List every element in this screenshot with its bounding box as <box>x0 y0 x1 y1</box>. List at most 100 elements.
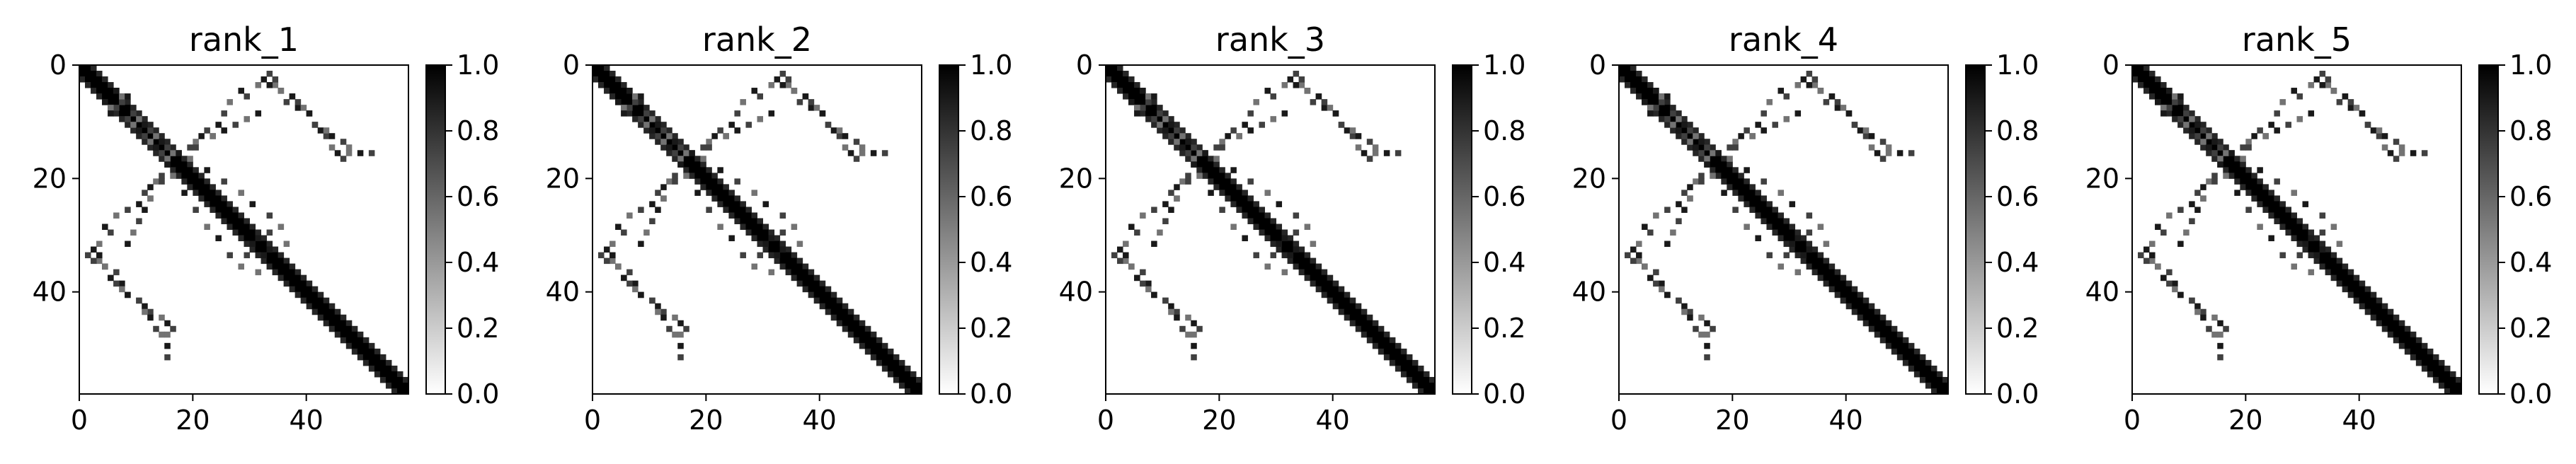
contact-cell <box>1128 99 1135 105</box>
contact-cell <box>660 127 667 134</box>
diagonal-cell <box>2228 167 2235 173</box>
contact-cell <box>1230 224 1237 230</box>
diagonal-cell <box>1253 201 1259 207</box>
contact-cell <box>1123 252 1129 259</box>
diagonal-cell <box>2381 325 2388 332</box>
contact-cell <box>153 325 159 332</box>
contact-cell <box>808 105 815 111</box>
diagonal-cell <box>1659 110 1665 117</box>
contact-cell <box>672 139 678 145</box>
contact-cell <box>2347 105 2354 111</box>
contact-cell <box>1761 178 1767 185</box>
diagonal-cell <box>694 167 701 173</box>
diagonal-cell <box>351 337 358 344</box>
diagonal-cell <box>272 269 279 276</box>
diagonal-cell <box>170 144 176 151</box>
diagonal-cell <box>1823 274 1830 282</box>
diagonal-cell <box>1304 263 1311 270</box>
contact-cell <box>249 240 256 248</box>
diagonal-cell <box>2325 269 2332 276</box>
diagonal-cell <box>876 342 883 349</box>
y-tick-label: 0 <box>50 50 67 81</box>
contact-cell <box>1349 133 1356 139</box>
diagonal-cell <box>1332 303 1339 310</box>
diagonal-cell <box>294 280 302 287</box>
diagonal-cell <box>204 190 210 196</box>
diagonal-cell <box>2325 246 2332 253</box>
diagonal-cell <box>102 82 108 88</box>
plot-frame <box>1618 64 1949 395</box>
diagonal-cell <box>2132 65 2139 71</box>
diagonal-cell <box>802 280 809 287</box>
diagonal-cell <box>2325 252 2332 259</box>
diagonal-cell <box>204 195 210 202</box>
colorbar-tick-label: 0.4 <box>2509 247 2552 278</box>
diagonal-cell <box>1772 224 1778 230</box>
contact-cell <box>1834 99 1841 105</box>
contact-cell <box>283 240 290 248</box>
contact-cell <box>215 235 222 242</box>
contact-cell <box>632 93 639 100</box>
contact-cell <box>621 105 627 111</box>
contact-cell <box>119 280 125 287</box>
diagonal-cell <box>593 65 599 71</box>
contact-cell <box>227 99 233 105</box>
y-tick-label: 40 <box>1572 277 1606 308</box>
diagonal-cell <box>904 376 911 383</box>
diagonal-cell <box>672 144 678 151</box>
diagonal-cell <box>2421 365 2428 372</box>
diagonal-cell <box>825 286 832 293</box>
diagonal-cell <box>1936 388 1943 395</box>
colorbar-tick-label: 1.0 <box>1483 50 1525 81</box>
diagonal-cell <box>300 274 307 282</box>
diagonal-cell <box>1659 105 1665 111</box>
contact-cell <box>1698 314 1705 321</box>
diagonal-cell <box>1208 178 1214 185</box>
contact-cell <box>1823 240 1830 248</box>
diagonal-cell <box>2393 314 2400 321</box>
contact-cell <box>2336 240 2343 248</box>
diagonal-cell <box>96 76 103 83</box>
diagonal-cell <box>328 325 336 332</box>
diagonal-cell <box>626 93 633 100</box>
contact-cell <box>751 190 757 196</box>
contact-cell <box>1630 246 1637 253</box>
contact-cell <box>1840 105 1847 111</box>
diagonal-cell <box>2319 252 2326 259</box>
diagonal-cell <box>1913 365 1920 372</box>
diagonal-cell <box>706 178 712 185</box>
diagonal-cell <box>1755 207 1761 213</box>
contact-cell <box>1287 76 1294 83</box>
diagonal-cell <box>345 320 353 327</box>
contact-cell <box>1698 150 1705 156</box>
diagonal-cell <box>1913 348 1920 355</box>
contact-cell <box>294 105 302 111</box>
diagonal-cell <box>2347 286 2354 293</box>
diagonal-cell <box>910 388 917 395</box>
diagonal-cell <box>632 116 639 122</box>
diagonal-cell <box>1355 314 1362 321</box>
diagonal-cell <box>768 229 775 236</box>
diagonal-cell <box>2296 218 2303 224</box>
diagonal-cell <box>1817 269 1824 276</box>
y-tick-label: 20 <box>33 163 67 194</box>
contact-cell <box>164 161 171 168</box>
diagonal-cell <box>1845 303 1853 310</box>
diagonal-cell <box>2160 99 2167 105</box>
diagonal-cell <box>779 263 786 270</box>
diagonal-cell <box>176 173 182 179</box>
diagonal-cell <box>2285 212 2291 219</box>
diagonal-cell <box>1349 297 1356 304</box>
diagonal-cell <box>1179 127 1186 134</box>
diagonal-cell <box>1225 173 1231 179</box>
contact-cell <box>1162 201 1169 207</box>
contact-cell <box>2291 190 2297 196</box>
diagonal-cell <box>1919 359 1926 366</box>
contact-cell <box>706 207 712 213</box>
diagonal-cell <box>170 156 176 162</box>
diagonal-cell <box>1111 82 1118 88</box>
diagonal-cell <box>1259 212 1265 219</box>
diagonal-cell <box>1242 207 1248 213</box>
diagonal-cell <box>1400 365 1407 372</box>
contact-cell <box>96 240 103 248</box>
